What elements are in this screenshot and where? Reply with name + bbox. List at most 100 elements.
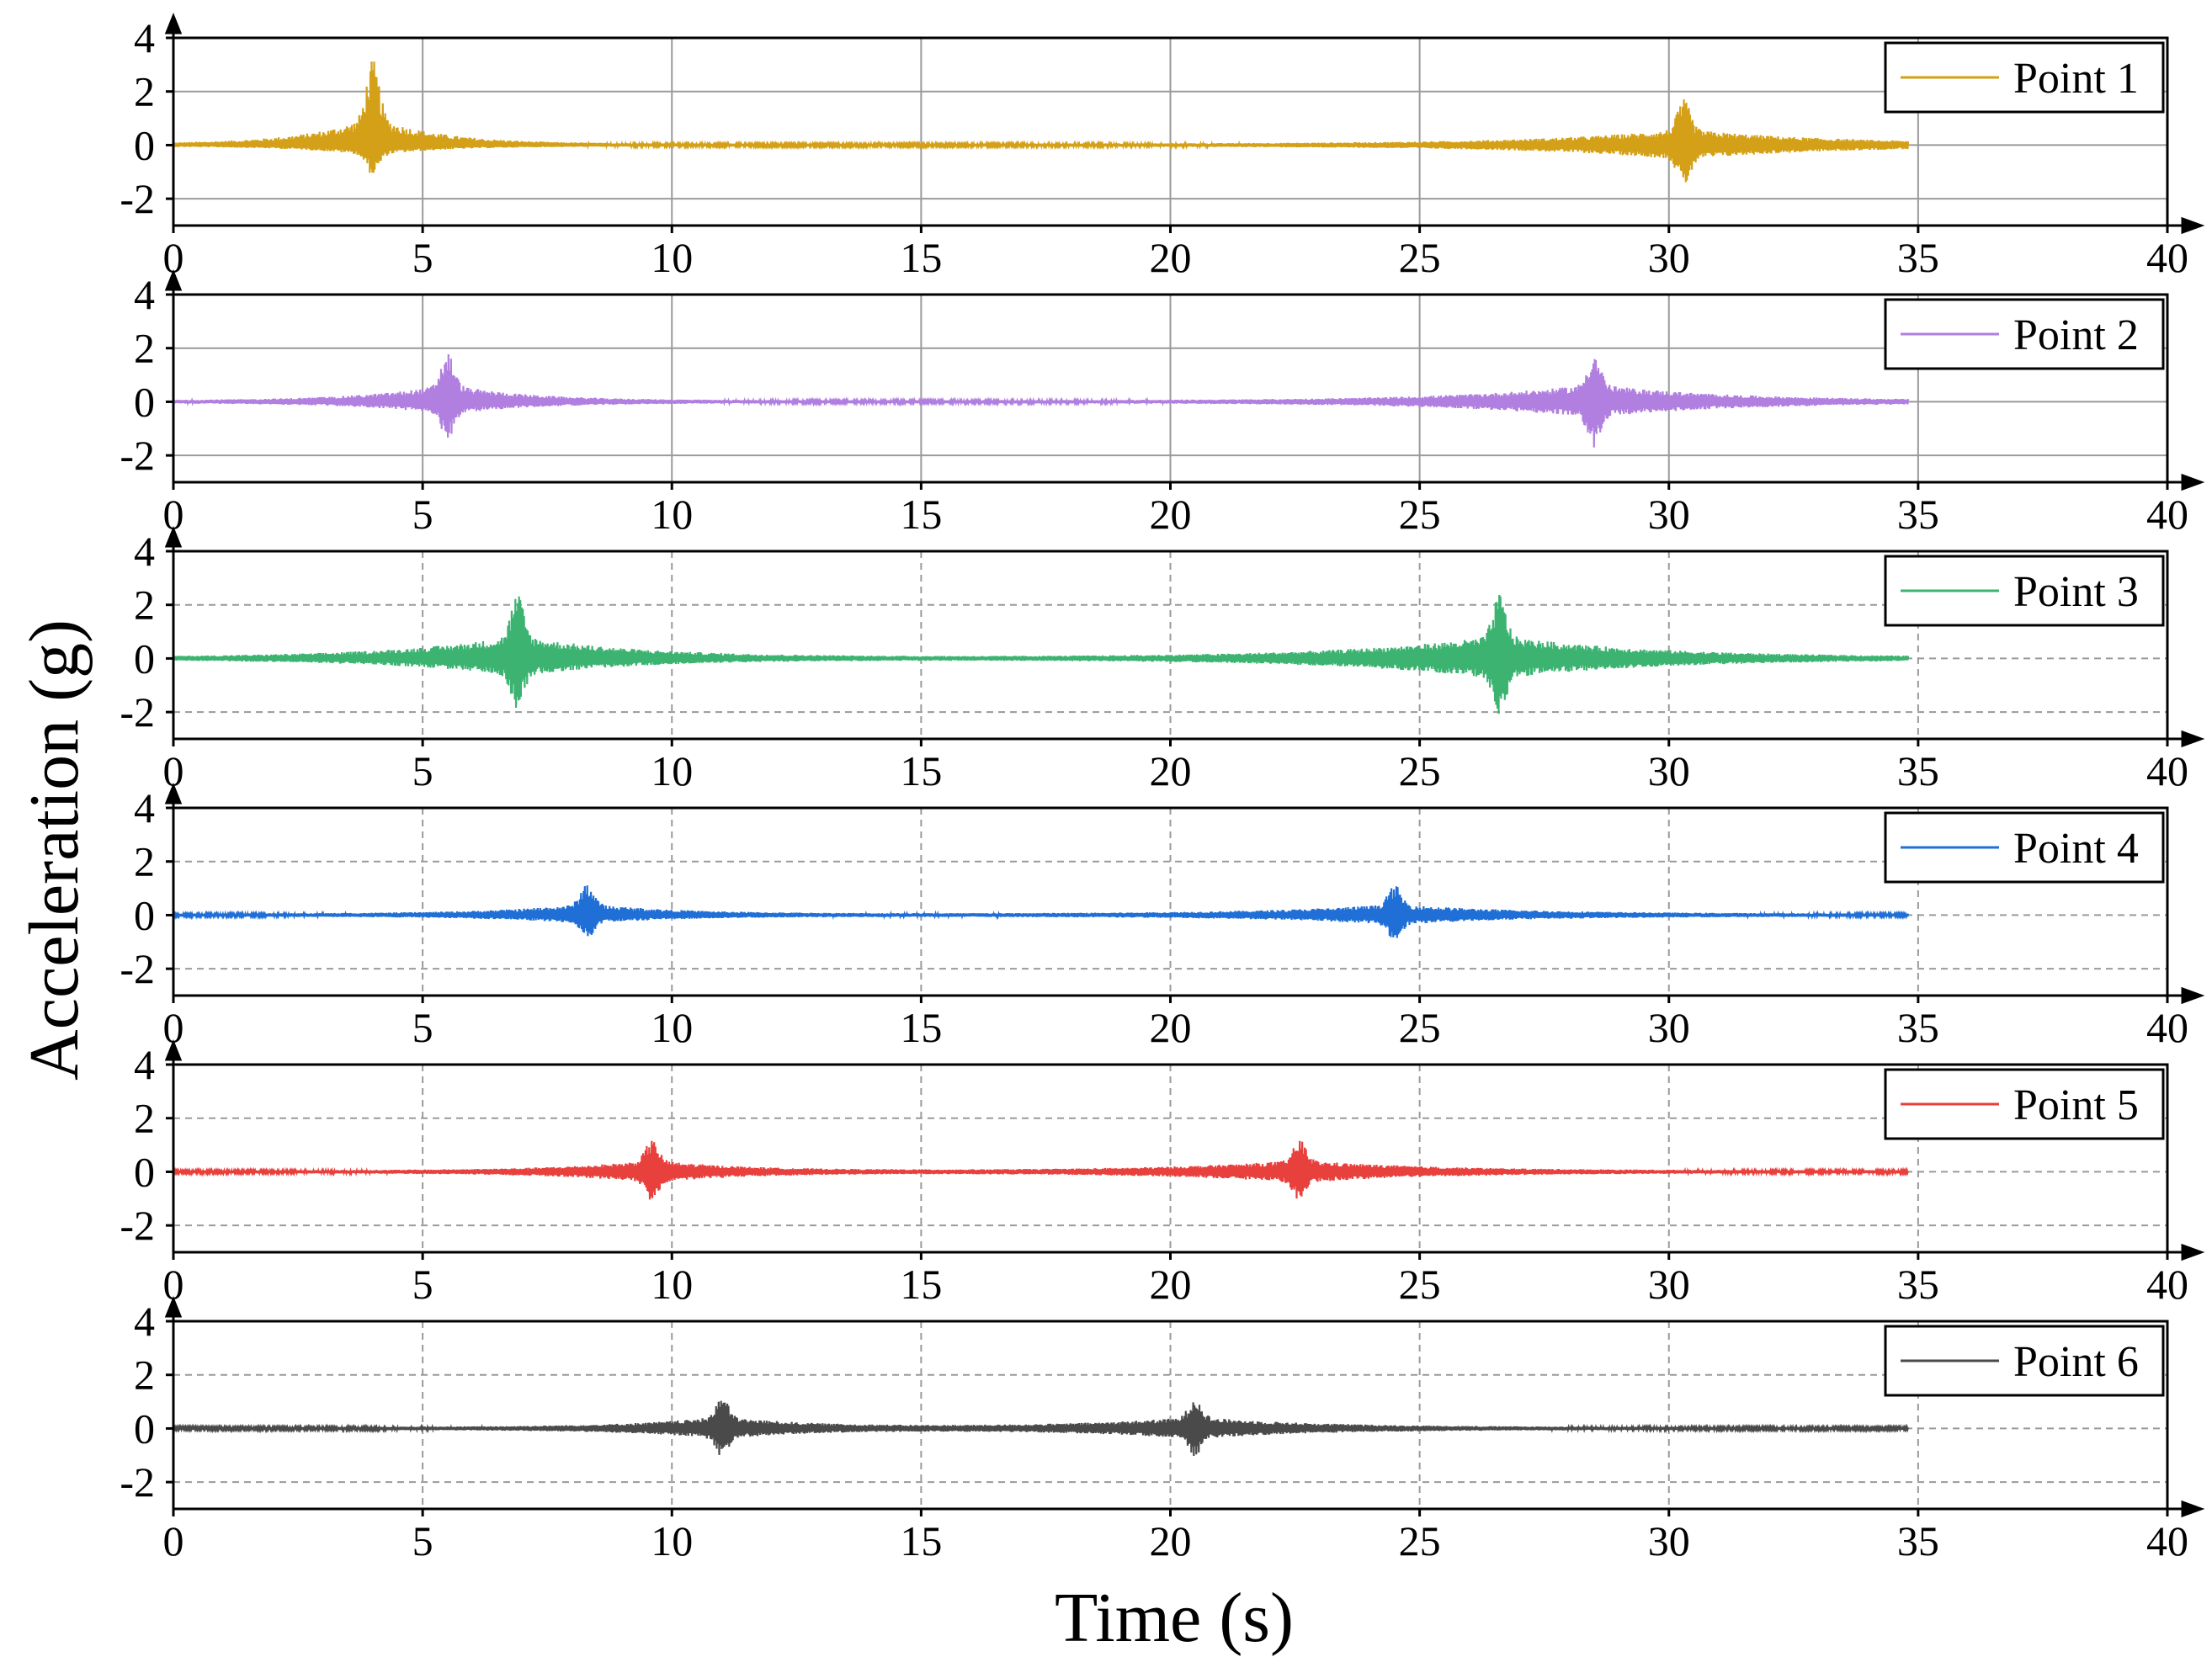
x-tick-label: 40 bbox=[2146, 234, 2188, 281]
x-tick-label: 25 bbox=[1399, 1004, 1441, 1051]
y-tick-label: 2 bbox=[134, 68, 155, 115]
legend-4: Point 4 bbox=[1884, 811, 2165, 884]
x-tick-label: 15 bbox=[900, 491, 942, 538]
x-tick-label: 40 bbox=[2146, 491, 2188, 538]
y-axis-arrow bbox=[164, 1295, 183, 1321]
y-tick-label: 0 bbox=[134, 635, 155, 682]
x-tick-label: 35 bbox=[1897, 747, 1939, 794]
x-tick-label: 40 bbox=[2146, 1261, 2188, 1308]
x-tick-label: 10 bbox=[651, 1261, 693, 1308]
signal-trace bbox=[173, 61, 1910, 183]
x-axis-arrow bbox=[2167, 216, 2205, 235]
x-tick-label: 15 bbox=[900, 234, 942, 281]
x-tick-label: 5 bbox=[412, 1261, 433, 1308]
x-tick-label: 40 bbox=[2146, 1004, 2188, 1051]
x-tick-label: 30 bbox=[1648, 1261, 1690, 1308]
x-tick-label: 10 bbox=[651, 1517, 693, 1564]
x-tick-label: 30 bbox=[1648, 491, 1690, 538]
x-tick-label: 35 bbox=[1897, 1261, 1939, 1308]
x-tick-label: 5 bbox=[412, 1517, 433, 1564]
x-tick-label: 15 bbox=[900, 747, 942, 794]
x-tick-label: 40 bbox=[2146, 747, 2188, 794]
y-axis-arrow bbox=[164, 782, 183, 808]
signal-trace bbox=[173, 885, 1910, 938]
legend-1: Point 1 bbox=[1884, 41, 2165, 114]
y-tick-label: -2 bbox=[120, 1202, 155, 1249]
x-tick-label: 25 bbox=[1399, 234, 1441, 281]
legend-label: Point 6 bbox=[2013, 1338, 2139, 1386]
x-tick-label: 35 bbox=[1897, 1517, 1939, 1564]
signal-trace bbox=[173, 594, 1910, 714]
x-tick-label: 25 bbox=[1399, 1261, 1441, 1308]
y-tick-label: 0 bbox=[134, 378, 155, 425]
y-tick-label: 4 bbox=[134, 784, 155, 831]
y-tick-label: -2 bbox=[120, 1458, 155, 1506]
x-tick-label: 20 bbox=[1150, 1004, 1192, 1051]
x-tick-label: 35 bbox=[1897, 234, 1939, 281]
y-tick-label: 0 bbox=[134, 1405, 155, 1452]
x-tick-label: 40 bbox=[2146, 1517, 2188, 1564]
y-tick-label: 2 bbox=[134, 325, 155, 372]
x-tick-label: 20 bbox=[1150, 747, 1192, 794]
y-tick-label: 4 bbox=[134, 1041, 155, 1088]
y-tick-label: -2 bbox=[120, 175, 155, 222]
y-tick-label: 0 bbox=[134, 1148, 155, 1195]
signal-trace bbox=[173, 1400, 1910, 1457]
legend-2: Point 2 bbox=[1884, 298, 2165, 370]
y-tick-label: 2 bbox=[134, 1352, 155, 1399]
x-axis-arrow bbox=[2167, 473, 2205, 491]
x-tick-label: 5 bbox=[412, 747, 433, 794]
x-tick-label: 10 bbox=[651, 234, 693, 281]
x-tick-label: 0 bbox=[163, 1517, 184, 1564]
x-tick-label: 20 bbox=[1150, 491, 1192, 538]
x-tick-label: 25 bbox=[1399, 1517, 1441, 1564]
x-tick-label: 10 bbox=[651, 491, 693, 538]
x-tick-label: 5 bbox=[412, 1004, 433, 1051]
y-tick-label: 2 bbox=[134, 838, 155, 885]
legend-label: Point 1 bbox=[2013, 55, 2139, 103]
x-tick-label: 35 bbox=[1897, 491, 1939, 538]
x-axis-arrow bbox=[2167, 1243, 2205, 1261]
y-tick-label: 4 bbox=[134, 14, 155, 61]
y-tick-label: -2 bbox=[120, 688, 155, 736]
y-tick-label: 2 bbox=[134, 582, 155, 629]
legend-label: Point 2 bbox=[2013, 311, 2139, 359]
x-tick-label: 25 bbox=[1399, 491, 1441, 538]
x-tick-label: 35 bbox=[1897, 1004, 1939, 1051]
x-tick-label: 30 bbox=[1648, 234, 1690, 281]
y-tick-label: 0 bbox=[134, 121, 155, 168]
x-tick-label: 10 bbox=[651, 1004, 693, 1051]
y-axis-title: Acceleration (g) bbox=[15, 619, 93, 1081]
y-tick-label: 4 bbox=[134, 271, 155, 318]
legend-label: Point 4 bbox=[2013, 825, 2139, 873]
x-tick-label: 20 bbox=[1150, 1517, 1192, 1564]
y-tick-label: 4 bbox=[134, 528, 155, 575]
x-tick-label: 15 bbox=[900, 1517, 942, 1564]
y-tick-label: 4 bbox=[134, 1298, 155, 1345]
legend-5: Point 5 bbox=[1884, 1068, 2165, 1140]
x-axis-arrow bbox=[2167, 986, 2205, 1005]
signal-trace bbox=[173, 1140, 1910, 1200]
y-tick-label: 0 bbox=[134, 891, 155, 938]
x-axis-arrow bbox=[2167, 730, 2205, 748]
x-tick-label: 15 bbox=[900, 1004, 942, 1051]
x-tick-label: 10 bbox=[651, 747, 693, 794]
x-tick-label: 20 bbox=[1150, 1261, 1192, 1308]
y-axis-arrow bbox=[164, 268, 183, 295]
x-axis-arrow bbox=[2167, 1500, 2205, 1518]
x-tick-label: 15 bbox=[900, 1261, 942, 1308]
x-tick-label: 20 bbox=[1150, 234, 1192, 281]
y-tick-label: 2 bbox=[134, 1095, 155, 1142]
y-tick-label: -2 bbox=[120, 945, 155, 992]
x-tick-label: 5 bbox=[412, 234, 433, 281]
x-tick-label: 30 bbox=[1648, 1517, 1690, 1564]
y-axis-arrow bbox=[164, 525, 183, 551]
x-tick-label: 25 bbox=[1399, 747, 1441, 794]
legend-label: Point 3 bbox=[2013, 568, 2139, 616]
